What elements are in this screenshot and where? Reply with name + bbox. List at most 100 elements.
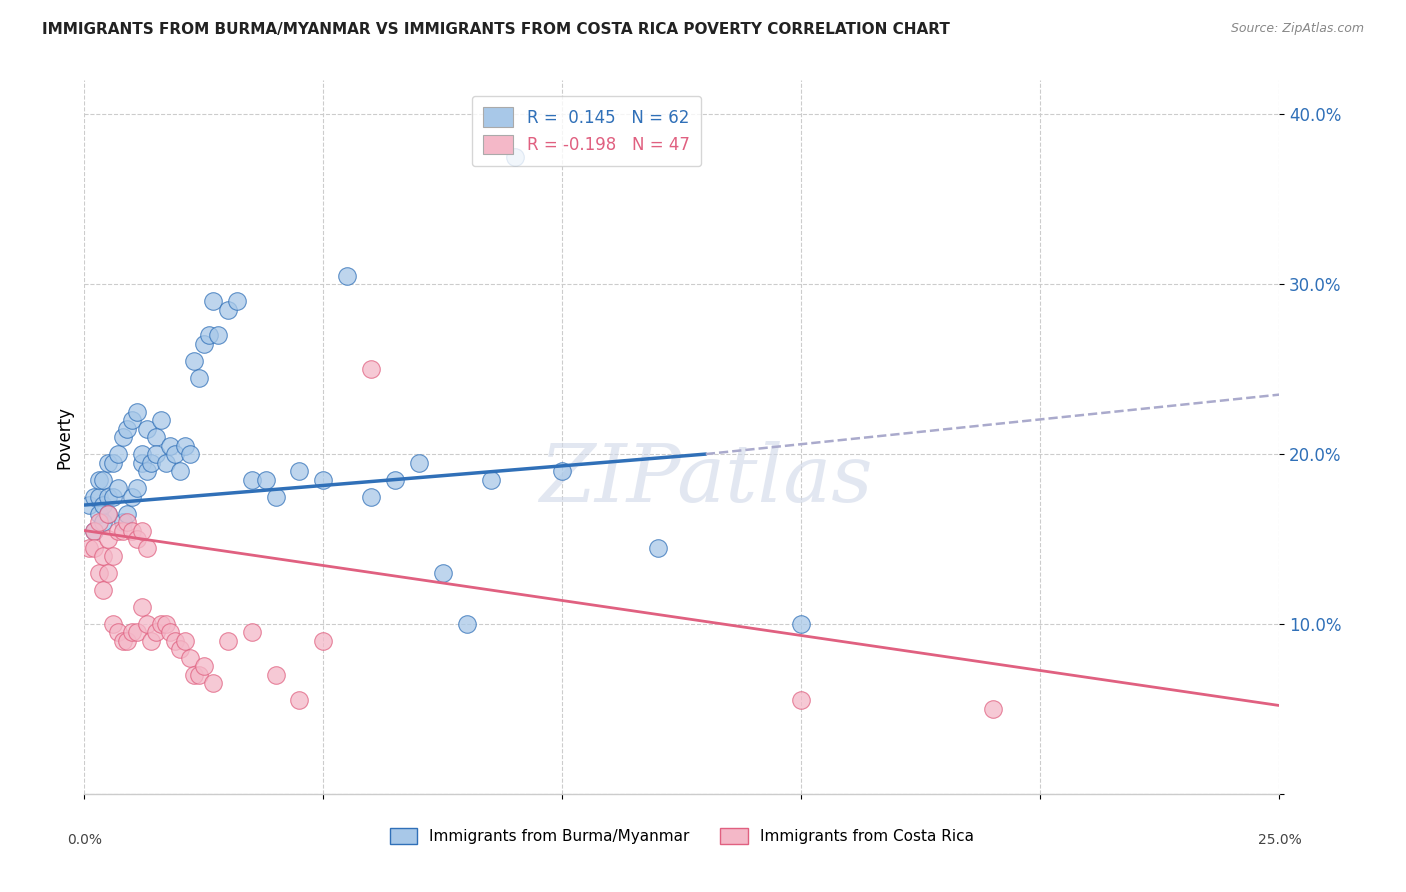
Point: [97, 507, 120, 521]
Point: [93, 498, 115, 512]
Point: [173, 439, 195, 453]
Point: [254, 473, 277, 487]
Point: [288, 693, 311, 707]
Point: [87, 473, 110, 487]
Point: [193, 336, 215, 351]
Point: [93, 473, 115, 487]
Point: [202, 294, 225, 309]
Point: [117, 421, 139, 435]
Point: [217, 634, 239, 648]
Point: [87, 490, 110, 504]
Point: [408, 456, 430, 470]
Point: [360, 490, 382, 504]
Point: [169, 642, 191, 657]
Point: [125, 625, 148, 640]
Point: [790, 617, 813, 632]
Point: [121, 413, 143, 427]
Point: [101, 549, 124, 563]
Point: [87, 566, 110, 580]
Point: [193, 659, 215, 673]
Point: [145, 430, 167, 444]
Legend: Immigrants from Burma/Myanmar, Immigrants from Costa Rica: Immigrants from Burma/Myanmar, Immigrant…: [384, 822, 980, 850]
Point: [288, 464, 311, 478]
Point: [149, 617, 172, 632]
Point: [101, 617, 124, 632]
Point: [117, 634, 139, 648]
Point: [97, 566, 120, 580]
Point: [111, 634, 134, 648]
Point: [131, 456, 153, 470]
Point: [384, 473, 406, 487]
Point: [125, 404, 148, 418]
Point: [93, 515, 115, 529]
Point: [141, 456, 163, 470]
Point: [312, 473, 335, 487]
Point: [169, 464, 191, 478]
Point: [165, 634, 187, 648]
Point: [173, 634, 195, 648]
Point: [135, 464, 157, 478]
Point: [125, 481, 148, 495]
Point: [101, 456, 124, 470]
Point: [264, 490, 287, 504]
Point: [111, 430, 134, 444]
Point: [77, 498, 100, 512]
Point: [155, 617, 177, 632]
Point: [207, 328, 229, 343]
Point: [125, 532, 148, 546]
Point: [107, 447, 129, 461]
Point: [240, 625, 263, 640]
Point: [87, 515, 110, 529]
Y-axis label: Poverty: Poverty: [55, 406, 73, 468]
Point: [145, 447, 167, 461]
Point: [647, 541, 669, 555]
Point: [312, 634, 335, 648]
Point: [131, 599, 153, 614]
Point: [197, 328, 219, 343]
Text: 0.0%: 0.0%: [67, 833, 101, 847]
Point: [145, 625, 167, 640]
Point: [117, 515, 139, 529]
Point: [77, 541, 100, 555]
Point: [97, 456, 120, 470]
Point: [117, 507, 139, 521]
Point: [159, 439, 181, 453]
Point: [981, 702, 1004, 716]
Point: [83, 524, 105, 538]
Point: [111, 515, 134, 529]
Point: [264, 668, 287, 682]
Point: [790, 693, 813, 707]
Point: [141, 634, 163, 648]
Point: [456, 617, 478, 632]
Point: [101, 490, 124, 504]
Point: [83, 524, 105, 538]
Point: [551, 464, 574, 478]
Point: [159, 625, 181, 640]
Point: [93, 549, 115, 563]
Point: [155, 456, 177, 470]
Point: [107, 481, 129, 495]
Point: [111, 524, 134, 538]
Text: IMMIGRANTS FROM BURMA/MYANMAR VS IMMIGRANTS FROM COSTA RICA POVERTY CORRELATION : IMMIGRANTS FROM BURMA/MYANMAR VS IMMIGRA…: [42, 22, 950, 37]
Point: [121, 524, 143, 538]
Point: [336, 268, 359, 283]
Point: [97, 532, 120, 546]
Text: 25.0%: 25.0%: [1257, 833, 1302, 847]
Point: [183, 668, 205, 682]
Point: [179, 651, 201, 665]
Point: [240, 473, 263, 487]
Point: [226, 294, 249, 309]
Point: [202, 676, 225, 690]
Point: [179, 447, 201, 461]
Point: [360, 362, 382, 376]
Point: [479, 473, 502, 487]
Point: [97, 507, 120, 521]
Point: [503, 150, 526, 164]
Point: [97, 490, 120, 504]
Point: [93, 582, 115, 597]
Point: [188, 668, 211, 682]
Point: [183, 353, 205, 368]
Point: [135, 617, 157, 632]
Point: [135, 541, 157, 555]
Point: [149, 413, 172, 427]
